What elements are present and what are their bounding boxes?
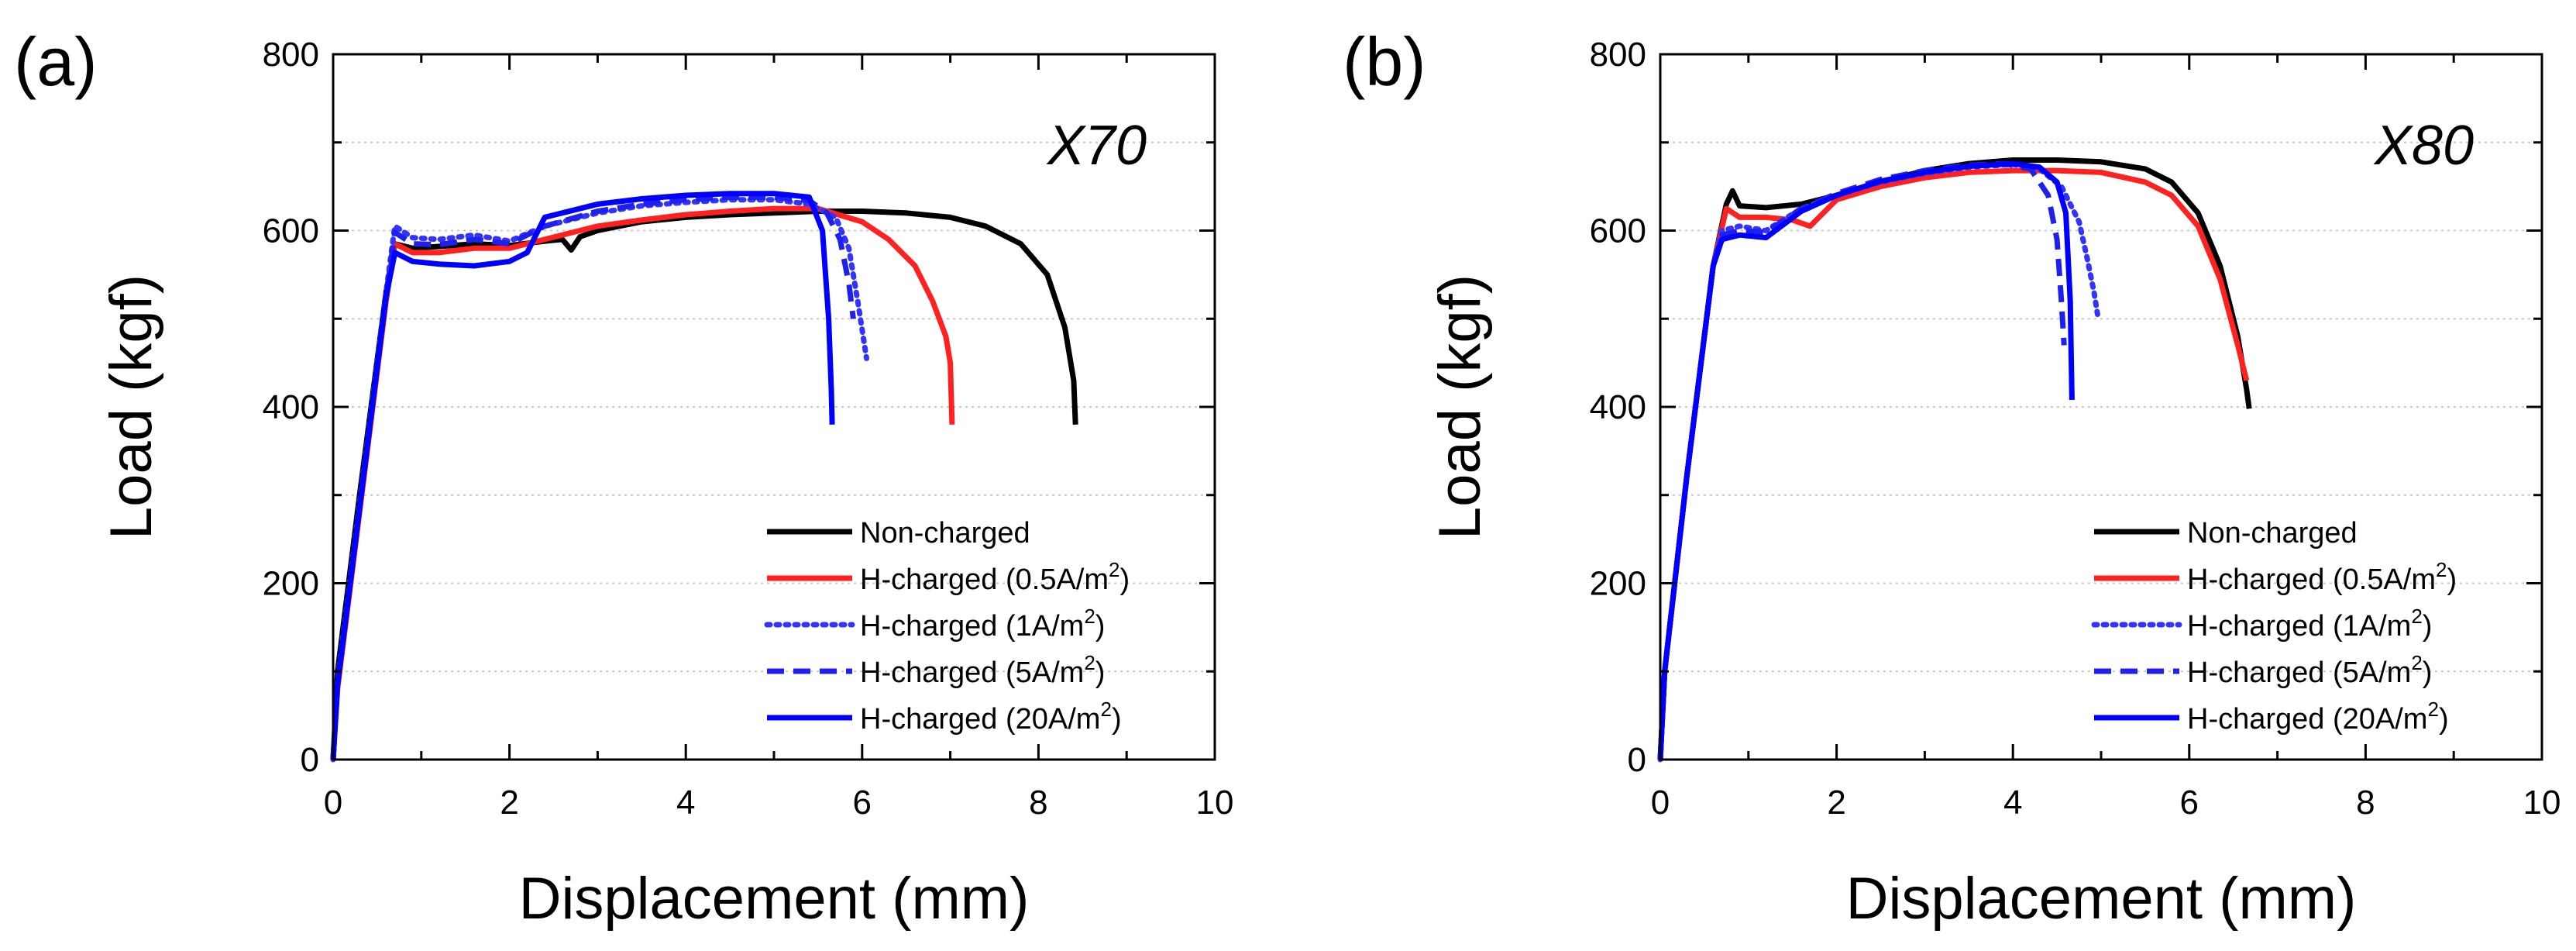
panel-a-legend-label-h-charged-1a-m2: H-charged (1A/m2) [860,605,1105,643]
panel-b-x-tick-label: 6 [2180,784,2199,822]
panel-b-y-axis-label: Load (kgf) [1427,274,1493,539]
panel-a-x-tick-label: 8 [1029,784,1047,822]
panel-b-y-tick-label: 600 [1590,212,1646,250]
panel-a-chart-title: X70 [1046,115,1147,177]
panel-b-x-tick-label: 4 [2003,784,2022,822]
panel-b-x-tick-label: 2 [1827,784,1845,822]
panel-a-series-line-h-charged-20a-m2 [330,191,835,760]
panel-a-legend-label-h-charged-5a-m2: H-charged (5A/m2) [860,651,1105,689]
panel-a-y-tick-label: 0 [301,741,319,779]
panel-b-chart-title: X80 [2373,115,2474,177]
panel-a-y-tick-label: 200 [263,565,319,603]
panel-a-legend-label-h-charged-0-5a-m2: H-charged (0.5A/m2) [860,558,1130,596]
panel-b-legend-label-h-charged-0-5a-m2: H-charged (0.5A/m2) [2187,558,2457,596]
panel-a-x-axis-label: Displacement (mm) [519,866,1030,932]
panel-b-y-tick-label: 0 [1628,741,1646,779]
panel-a-y-tick-label: 600 [263,212,319,250]
panel-a: 0 2 4 6 8 10 0 200 400 600 800 Displacement (mm) Loa… [14,23,1233,932]
panel-a-x-tick-label: 6 [853,784,872,822]
panel-a-panel-label: (a) [14,23,98,100]
panel-b-x-tick-label: 0 [1651,784,1670,822]
panel-b-y-tick-label: 400 [1590,388,1646,426]
panel-a-x-tick-label: 10 [1196,784,1234,822]
panel-b-legend-label-non-charged: Non-charged [2187,517,2358,550]
panel-b-x-tick-label: 8 [2356,784,2375,822]
panel-a-x-tick-label: 2 [500,784,518,822]
panel-b-y-tick-label: 800 [1590,36,1646,74]
panel-b-legend-label-h-charged-1a-m2: H-charged (1A/m2) [2187,605,2432,643]
panel-a-legend-label-non-charged: Non-charged [860,517,1030,550]
panel-b-series-line-h-charged-20a-m2 [1657,160,2075,760]
panel-b-legend-label-h-charged-20a-m2: H-charged (20A/m2) [2187,698,2449,736]
panel-b: 0 2 4 6 8 10 0 200 400 600 800 Displacement (mm) Loa… [1343,23,2561,932]
panel-b-y-tick-label: 200 [1590,565,1646,603]
panel-a-y-tick-label: 800 [263,36,319,74]
panel-a-y-tick-label: 400 [263,388,319,426]
panel-a-y-axis-label: Load (kgf) [98,274,164,539]
panel-a-x-tick-label: 0 [324,784,342,822]
panel-b-x-axis-label: Displacement (mm) [1846,866,2357,932]
panel-b-x-tick-label: 10 [2523,784,2561,822]
panel-a-legend-label-h-charged-20a-m2: H-charged (20A/m2) [860,698,1122,736]
panel-a-x-tick-label: 4 [676,784,695,822]
panel-b-legend-label-h-charged-5a-m2: H-charged (5A/m2) [2187,651,2432,689]
panel-b-panel-label: (b) [1343,23,1426,100]
